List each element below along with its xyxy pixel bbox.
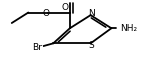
Text: O: O xyxy=(61,3,68,12)
Text: O: O xyxy=(43,9,50,18)
Text: NH₂: NH₂ xyxy=(120,24,137,33)
Text: N: N xyxy=(88,9,95,18)
Text: S: S xyxy=(88,41,94,50)
Text: Br: Br xyxy=(32,43,42,52)
